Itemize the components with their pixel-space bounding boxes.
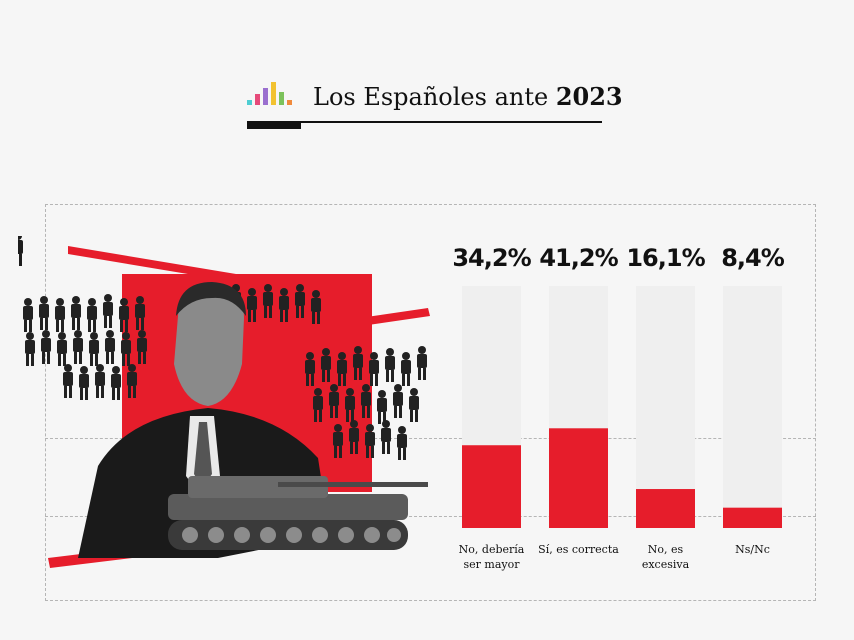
category-label: No, debería [459, 543, 525, 556]
collage-illustration [18, 236, 430, 568]
dashed-guide-lower [45, 516, 816, 517]
category-label: ser mayor [464, 558, 521, 571]
page-header: Los Españoles ante 2023 [247, 78, 623, 129]
category-label: excesiva [642, 558, 690, 571]
title-year: 2023 [555, 82, 623, 111]
page-title: Los Españoles ante 2023 [313, 82, 623, 111]
bar [723, 507, 782, 528]
bar [636, 489, 695, 528]
category-label: Ns/Nc [735, 543, 770, 556]
title-prefix: Los Españoles ante [313, 83, 556, 111]
header-underline-accent [247, 122, 301, 129]
category-label: No, es [648, 543, 684, 556]
data-label: 8,4% [721, 244, 785, 272]
bar-track [723, 286, 782, 528]
data-label: 41,2% [539, 244, 618, 272]
dashed-guide-upper [45, 438, 816, 439]
chart-card [45, 204, 816, 601]
data-label: 34,2% [452, 244, 531, 272]
bar-track [636, 286, 695, 528]
bar [462, 445, 521, 528]
header-underline [247, 121, 602, 123]
bar [549, 428, 608, 528]
data-label: 16,1% [626, 244, 705, 272]
bar-chart-logo-icon [247, 82, 292, 105]
category-label: Sí, es correcta [538, 543, 619, 556]
